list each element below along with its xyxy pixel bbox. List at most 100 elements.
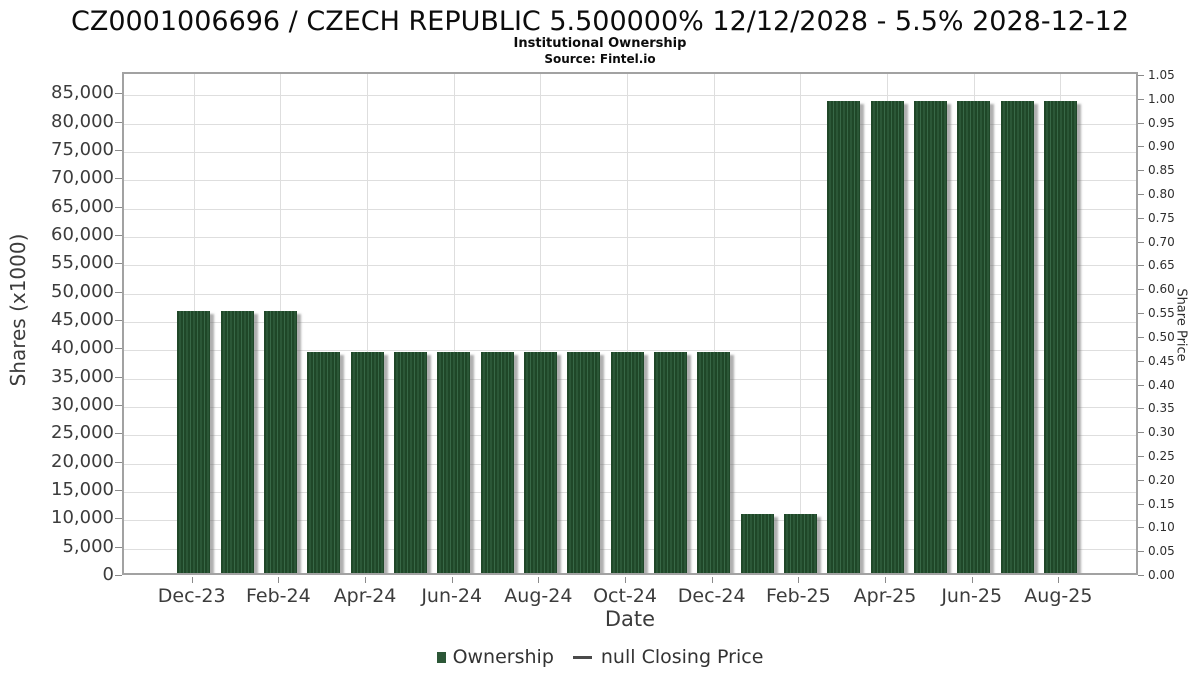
ownership-bar[interactable] [783, 513, 817, 573]
ownership-bar[interactable] [653, 351, 687, 573]
right-tick-label: 0.65 [1148, 258, 1175, 273]
ownership-bar[interactable] [610, 351, 644, 573]
right-tick-mark [1138, 455, 1144, 457]
left-tick-mark [115, 178, 122, 180]
x-tick-label: Feb-25 [766, 585, 831, 607]
right-tick-label: 0.35 [1148, 401, 1175, 416]
left-tick-label: 50,000 [51, 280, 114, 302]
right-tick-mark [1138, 384, 1144, 386]
x-tick-mark [278, 577, 280, 583]
left-tick-label: 0 [102, 564, 114, 585]
right-tick-mark [1138, 194, 1144, 196]
h-gridline [124, 350, 1136, 352]
chart-subtitle: Institutional Ownership [513, 36, 687, 51]
h-gridline [124, 180, 1136, 182]
right-tick-mark [1138, 75, 1144, 76]
chart-source: Source: Fintel.io [544, 52, 656, 66]
left-tick-mark [115, 93, 122, 95]
left-tick-label: 20,000 [51, 450, 114, 472]
x-tick-mark [191, 577, 193, 583]
left-tick-label: 45,000 [51, 308, 114, 330]
right-tick-label: 0.75 [1148, 210, 1175, 225]
left-tick-label: 15,000 [51, 478, 114, 500]
left-tick-label: 65,000 [51, 195, 114, 217]
ownership-bar[interactable] [393, 351, 427, 573]
left-tick-label: 10,000 [51, 507, 114, 529]
ownership-bar[interactable] [220, 311, 254, 573]
left-tick-mark [115, 489, 122, 491]
ownership-bar[interactable] [870, 101, 904, 573]
right-tick-mark [1138, 551, 1144, 553]
x-tick-label: Jun-24 [421, 585, 483, 607]
x-tick-label: Feb-24 [246, 585, 311, 607]
right-tick-label: 1.05 [1148, 68, 1175, 82]
left-tick-label: 35,000 [51, 365, 114, 387]
left-tick-label: 40,000 [51, 337, 114, 359]
ownership-bar[interactable] [567, 351, 601, 573]
ownership-bar[interactable] [740, 513, 774, 573]
x-axis-title: Date [604, 607, 656, 631]
right-tick-mark [1138, 265, 1144, 267]
right-tick-mark [1138, 479, 1144, 481]
right-tick-label: 0.80 [1148, 187, 1175, 202]
ownership-bar[interactable] [957, 101, 991, 573]
right-tick-label: 0.25 [1148, 448, 1175, 463]
x-tick-label: Aug-24 [504, 585, 573, 607]
ownership-bar[interactable] [437, 351, 471, 573]
x-tick-mark [885, 577, 887, 583]
left-tick-label: 60,000 [51, 223, 114, 245]
right-tick-label: 0.40 [1148, 377, 1175, 392]
chart-title: CZ0001006696 / CZECH REPUBLIC 5.500000% … [70, 6, 1130, 37]
right-tick-label: 0.95 [1148, 115, 1175, 130]
right-tick-mark [1138, 217, 1144, 219]
h-gridline [124, 321, 1136, 323]
v-gridline [367, 74, 369, 573]
x-tick-mark [365, 577, 367, 583]
x-tick-mark [625, 577, 627, 583]
right-tick-mark [1138, 313, 1144, 315]
left-tick-label: 85,000 [51, 82, 114, 104]
h-gridline [124, 151, 1136, 153]
right-tick-label: 1.00 [1148, 91, 1175, 106]
ownership-bar[interactable] [263, 311, 297, 573]
right-tick-mark [1138, 170, 1144, 172]
right-tick-mark [1138, 503, 1144, 505]
right-tick-label: 0.55 [1148, 306, 1175, 321]
v-gridline [713, 74, 715, 573]
right-tick-mark [1138, 360, 1144, 362]
left-tick-mark [115, 149, 122, 151]
right-tick-mark [1138, 241, 1144, 243]
x-tick-label: Aug-25 [1024, 585, 1093, 607]
ownership-bar[interactable] [1043, 101, 1077, 573]
right-tick-mark [1138, 146, 1144, 148]
ownership-bar[interactable] [177, 311, 211, 573]
right-tick-label: 0.10 [1148, 520, 1175, 535]
h-gridline [124, 265, 1136, 267]
x-tick-label: Oct-24 [593, 585, 657, 607]
ownership-bar[interactable] [307, 351, 341, 573]
x-tick-mark [711, 577, 713, 583]
ownership-bar[interactable] [827, 101, 861, 573]
x-tick-label: Apr-24 [333, 585, 397, 607]
left-tick-label: 70,000 [51, 167, 114, 189]
legend-ownership-label: Ownership [452, 646, 554, 668]
left-tick-mark [115, 404, 122, 406]
left-tick-mark [115, 518, 122, 520]
ownership-bar[interactable] [480, 351, 514, 573]
left-tick-label: 30,000 [51, 393, 114, 415]
right-tick-label: 0.70 [1148, 234, 1175, 249]
ownership-bar[interactable] [1000, 101, 1034, 573]
ownership-bar[interactable] [913, 101, 947, 573]
ownership-bar[interactable] [523, 351, 557, 573]
x-tick-label: Dec-23 [157, 585, 226, 607]
h-gridline [124, 236, 1136, 238]
v-gridline [627, 74, 629, 573]
left-tick-mark [115, 575, 122, 576]
left-tick-mark [115, 376, 122, 378]
ownership-bar[interactable] [697, 351, 731, 573]
x-tick-mark [1058, 577, 1060, 583]
left-tick-label: 80,000 [51, 110, 114, 132]
ownership-bar[interactable] [350, 351, 384, 573]
right-tick-mark [1138, 336, 1144, 338]
